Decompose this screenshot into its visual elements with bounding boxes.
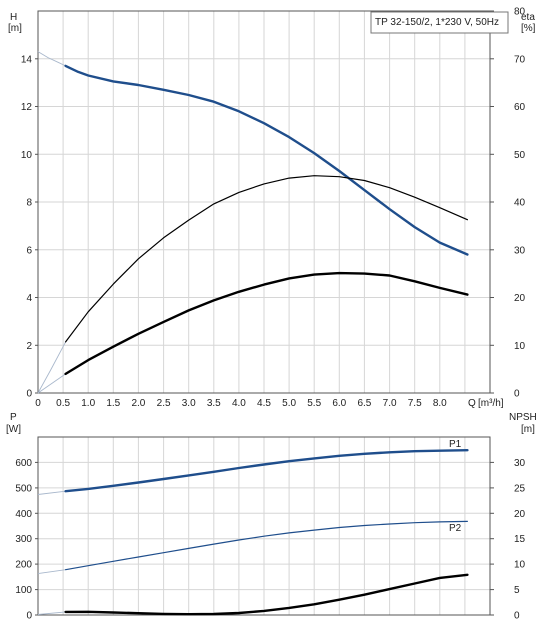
left-tick-label: 8 bbox=[26, 198, 32, 209]
x-axis-ticks: 0 0.5 1.0 1.5 2.0 2.5 3.0 3.5 4.0 4.5 5.0 5.5 6.0 6.5… bbox=[35, 398, 447, 409]
p1-series-label: P1 bbox=[449, 439, 462, 450]
top-chart: H [m] eta [%] 0 2 4 6 8 10 12 14 0 10 20 30 40 50 60 7… bbox=[8, 7, 536, 410]
left-tick-label: 0 bbox=[26, 389, 32, 400]
top-gridlines bbox=[38, 11, 490, 393]
x-tick-label: 2.0 bbox=[131, 398, 145, 409]
right-tick-label: 80 bbox=[514, 7, 526, 18]
left-tick-label: 10 bbox=[21, 150, 33, 161]
curve-h bbox=[64, 64, 469, 256]
right-tick-label: 70 bbox=[514, 54, 526, 65]
right-tick-label: 40 bbox=[514, 198, 526, 209]
bottom-chart: P [W] NPSH [m] 0 100 200 300 400 500 600 0 5 10 1… bbox=[6, 412, 537, 622]
left-tick-label: 14 bbox=[21, 54, 33, 65]
right-tick-label: 50 bbox=[514, 150, 526, 161]
right-tick-label: 30 bbox=[514, 245, 526, 256]
curve-extension-p2 bbox=[37, 569, 66, 575]
x-tick-label: 0.5 bbox=[56, 398, 70, 409]
curve-eta bbox=[64, 175, 468, 343]
x-tick-label: 4.5 bbox=[257, 398, 271, 409]
curve-extension-eta_p bbox=[37, 373, 66, 394]
x-axis-label: Q bbox=[468, 398, 476, 409]
curve-npsh bbox=[64, 573, 469, 616]
curve-p1 bbox=[64, 449, 469, 493]
curve-extension-npsh bbox=[37, 611, 66, 615]
curve-eta-p bbox=[64, 271, 469, 376]
right-tick-label: 15 bbox=[514, 534, 526, 545]
x-tick-label: 4.0 bbox=[232, 398, 246, 409]
x-tick-label: 7.5 bbox=[408, 398, 422, 409]
x-tick-label: 2.5 bbox=[157, 398, 171, 409]
legend-box: TP 32-150/2, 1*230 V, 50Hz bbox=[370, 11, 509, 34]
left-tick-label: 300 bbox=[15, 534, 32, 545]
bottom-right-axis-label: NPSH bbox=[509, 412, 537, 423]
bottom-right-axis-unit: [m] bbox=[521, 424, 535, 435]
bottom-curves bbox=[37, 449, 469, 616]
legend-frame bbox=[370, 11, 509, 34]
curve-extension-h bbox=[37, 51, 66, 67]
curve-extension-p1 bbox=[37, 490, 66, 495]
bottom-left-axis-label: P bbox=[10, 412, 17, 423]
left-tick-label: 600 bbox=[15, 458, 32, 469]
x-tick-label: 7.0 bbox=[383, 398, 397, 409]
curve-extension-eta bbox=[37, 341, 66, 394]
left-tick-label: 400 bbox=[15, 509, 32, 520]
right-tick-label: 10 bbox=[514, 560, 526, 571]
top-left-axis-ticks: 0 2 4 6 8 10 12 14 bbox=[21, 54, 38, 400]
left-tick-label: 0 bbox=[26, 611, 32, 622]
left-tick-label: 100 bbox=[15, 585, 32, 596]
left-tick-label: 4 bbox=[26, 293, 32, 304]
x-tick-label: 1.0 bbox=[81, 398, 95, 409]
right-tick-label: 30 bbox=[514, 458, 526, 469]
x-tick-label: 8.0 bbox=[433, 398, 447, 409]
top-curves bbox=[37, 51, 469, 394]
right-tick-label: 10 bbox=[514, 341, 526, 352]
top-right-axis-label: eta bbox=[521, 12, 535, 23]
x-tick-label: 5.0 bbox=[282, 398, 296, 409]
top-right-axis-ticks: 0 10 20 30 40 50 60 70 80 bbox=[490, 7, 526, 400]
right-tick-label: 25 bbox=[514, 483, 526, 494]
legend-text: TP 32-150/2, 1*230 V, 50Hz bbox=[375, 17, 499, 28]
top-left-axis-label: H bbox=[10, 12, 17, 23]
curve-p2 bbox=[64, 520, 468, 571]
bottom-left-axis-unit: [W] bbox=[6, 424, 21, 435]
x-tick-label: 5.5 bbox=[307, 398, 321, 409]
p2-series-label: P2 bbox=[449, 523, 462, 534]
right-tick-label: 20 bbox=[514, 509, 526, 520]
right-tick-label: 20 bbox=[514, 293, 526, 304]
x-axis-unit: [m³/h] bbox=[478, 398, 504, 409]
x-tick-label: 6.0 bbox=[332, 398, 346, 409]
x-tick-label: 3.0 bbox=[182, 398, 196, 409]
left-tick-label: 500 bbox=[15, 483, 32, 494]
top-left-axis-unit: [m] bbox=[8, 23, 22, 34]
x-tick-label: 0 bbox=[35, 398, 41, 409]
x-tick-label: 3.5 bbox=[207, 398, 221, 409]
right-tick-label: 0 bbox=[514, 611, 520, 622]
left-tick-label: 12 bbox=[21, 102, 33, 113]
x-tick-label: 1.5 bbox=[106, 398, 120, 409]
right-tick-label: 5 bbox=[514, 585, 520, 596]
x-tick-label: 6.5 bbox=[357, 398, 371, 409]
left-tick-label: 6 bbox=[26, 245, 32, 256]
left-tick-label: 200 bbox=[15, 560, 32, 571]
left-tick-label: 2 bbox=[26, 341, 32, 352]
right-tick-label: 0 bbox=[514, 389, 520, 400]
bottom-right-axis-ticks: 0 5 10 15 20 25 30 bbox=[490, 458, 526, 622]
top-right-axis-unit: [%] bbox=[521, 23, 536, 34]
right-tick-label: 60 bbox=[514, 102, 526, 113]
bottom-gridlines bbox=[38, 437, 490, 615]
bottom-left-axis-ticks: 0 100 200 300 400 500 600 bbox=[15, 458, 38, 622]
bottom-plot-frame bbox=[37, 436, 491, 616]
